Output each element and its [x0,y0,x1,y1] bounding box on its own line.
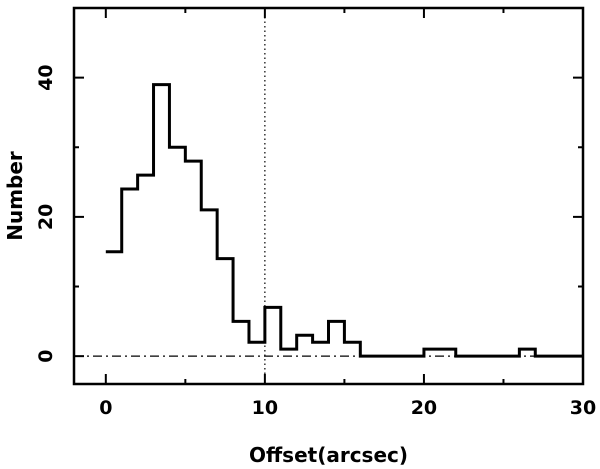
plot-frame [72,6,585,386]
x-tick-label: 10 [252,397,278,419]
y-axis-title: Number [3,151,27,241]
x-tick-label: 0 [99,397,112,419]
x-tick-labels: 0 10 20 30 [99,397,596,419]
x-tick-label: 20 [411,397,437,419]
y-tick-label: 0 [35,350,57,363]
x-axis-title: Offset(arcsec) [249,443,408,467]
y-tick-labels: 0 20 40 [35,64,57,362]
x-tick-label: 30 [570,397,596,419]
y-tick-label: 40 [35,64,57,90]
histogram-step-line [105,83,583,358]
axis-ticks [74,7,584,384]
y-tick-label: 20 [35,204,57,230]
